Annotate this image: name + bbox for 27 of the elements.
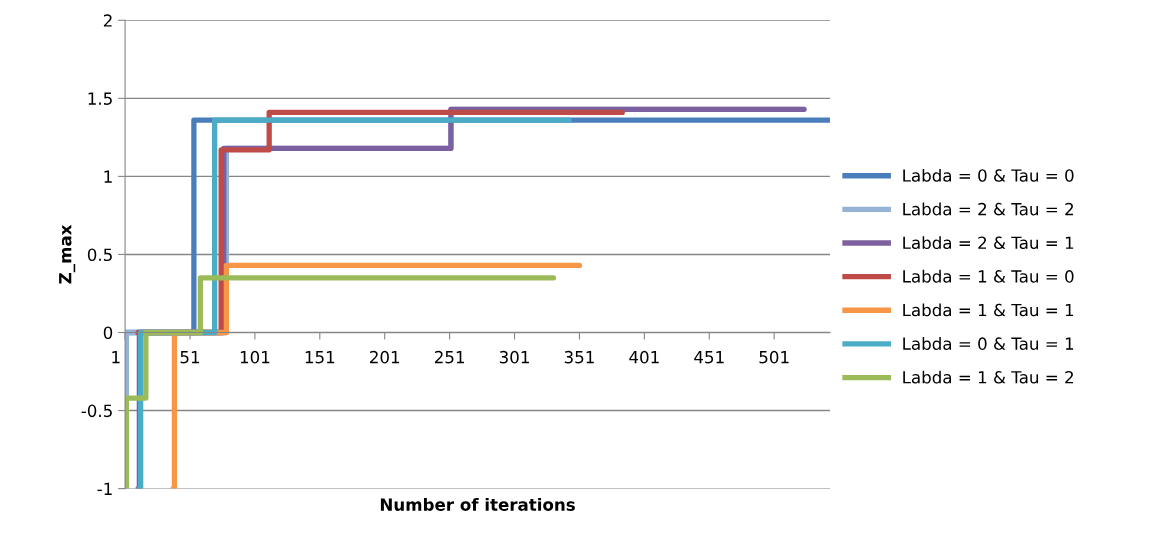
y-tick-label: 1.5	[88, 92, 112, 105]
x-tick-label: 51	[180, 351, 200, 364]
x-tick-label: 251	[434, 350, 464, 364]
legend-label: Labda = 1 & Tau = 2	[903, 370, 1073, 384]
x-tick-label: 351	[564, 350, 594, 364]
x-tick-label: 451	[694, 351, 724, 364]
y-tick-label: 0	[103, 326, 113, 340]
x-tick-label: 501	[759, 350, 789, 364]
legend-label: Labda = 1 & Tau = 0	[903, 269, 1074, 283]
x-tick-label: 1	[112, 351, 120, 364]
y-tick-label: 1	[104, 170, 112, 183]
legend-label: Labda = 2 & Tau = 1	[903, 236, 1074, 250]
x-tick-label: 301	[499, 350, 529, 364]
y-tick-label: 0.5	[87, 248, 112, 262]
legend-label: Labda = 0 & Tau = 1	[903, 337, 1074, 350]
legend-label: Labda = 0 & Tau = 0	[903, 168, 1074, 182]
y-tick-label: 2	[103, 14, 112, 27]
y-tick-label: -1	[97, 482, 112, 495]
x-tick-label: 101	[240, 350, 270, 364]
x-tick-label: 151	[305, 351, 335, 364]
legend-label: Labda = 2 & Tau = 2	[903, 202, 1073, 216]
x-axis-title: Number of iterations	[380, 497, 575, 511]
x-tick-label: 201	[370, 350, 400, 364]
y-tick-label: -0.5	[81, 404, 112, 418]
x-tick-label: 401	[629, 350, 659, 364]
y-axis-title: Z_max	[59, 224, 76, 284]
legend-label: Labda = 1 & Tau = 1	[903, 303, 1074, 317]
